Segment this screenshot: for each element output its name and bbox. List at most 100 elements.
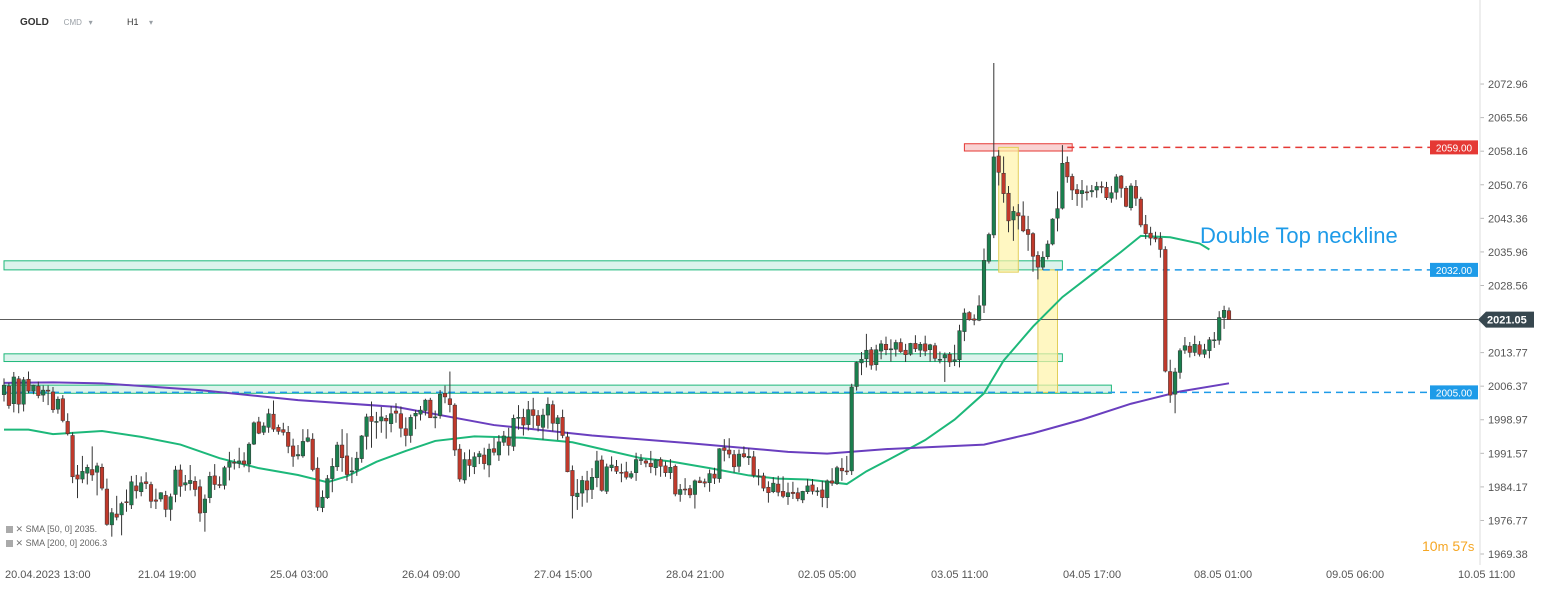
candle-body (702, 481, 707, 484)
countdown-seconds-unit: s (1467, 539, 1475, 554)
candle-body (604, 466, 609, 492)
candle-body (491, 448, 497, 453)
candle-body (928, 344, 933, 350)
close-icon[interactable]: ✕ (15, 538, 24, 548)
candle-body (825, 480, 830, 498)
candle-body (477, 453, 482, 458)
candle-body (785, 492, 791, 497)
candle-body (521, 417, 526, 426)
candle-body (222, 467, 227, 486)
candle-body (575, 492, 580, 497)
candle-body (1192, 344, 1197, 353)
symbol-selector[interactable]: GOLD CMD ▾ (20, 17, 93, 28)
candle-body (849, 386, 854, 472)
candle-body (227, 461, 232, 468)
candle-body (1128, 185, 1134, 208)
candle-body (261, 425, 266, 433)
candle-body (629, 473, 634, 478)
candle-body (952, 359, 957, 362)
candle-body (1050, 218, 1055, 245)
candle-body (6, 385, 11, 406)
candle-body (1006, 192, 1011, 222)
candle-body (942, 354, 947, 359)
level-badge (1430, 140, 1478, 155)
candle-body (408, 417, 413, 436)
candle-body (487, 448, 492, 466)
candle-body (1099, 186, 1104, 188)
candle-body (139, 482, 144, 493)
candle-body (771, 482, 776, 493)
candle-body (1089, 190, 1094, 193)
candle-body (619, 471, 624, 474)
candle-body (359, 435, 364, 459)
x-tick-label: 25.04 03:00 (270, 569, 328, 581)
x-tick-label: 09.05 06:00 (1326, 569, 1384, 581)
y-tick-label: 1976.77 (1488, 515, 1528, 527)
candle-body (751, 456, 756, 476)
candle-body (879, 343, 884, 352)
close-icon[interactable]: ✕ (15, 524, 24, 534)
candle-body (834, 467, 840, 484)
chevron-down-icon[interactable]: ▾ (149, 18, 154, 27)
level-badge (1430, 262, 1478, 277)
candle-body (903, 349, 908, 355)
candle-body (678, 489, 683, 495)
candle-body (795, 492, 800, 499)
candle-body (1079, 190, 1085, 194)
candle-body (320, 496, 325, 508)
candle-body (810, 484, 815, 492)
settings-icon[interactable] (6, 540, 13, 548)
candle-body (1173, 371, 1178, 395)
candle-body (286, 432, 291, 447)
candle-body (800, 491, 805, 501)
candle-body (540, 414, 546, 428)
candle-body (305, 437, 310, 442)
y-tick-label: 2058.16 (1488, 146, 1528, 158)
candle-body (658, 459, 663, 467)
candle-body (830, 480, 835, 484)
y-tick-label: 2065.56 (1488, 113, 1528, 125)
y-tick-label: 2050.76 (1488, 180, 1528, 192)
chevron-down-icon[interactable]: ▾ (88, 18, 93, 27)
candle-body (349, 470, 354, 473)
candle-body (570, 470, 575, 497)
candle-body (104, 488, 109, 525)
candle-body (790, 491, 795, 494)
x-tick-label: 10.05 11:00 (1458, 569, 1515, 581)
timeframe-selector[interactable]: H1 ▾ (127, 17, 153, 27)
candle-body (207, 476, 212, 498)
candle-body (687, 488, 693, 496)
sma200-line (3, 381, 1230, 455)
countdown-minutes: 10 (1422, 538, 1438, 554)
candle-body (80, 471, 85, 480)
candle-body (560, 417, 565, 436)
candle-body (854, 362, 859, 387)
candle-body (1016, 212, 1021, 217)
candle-body (266, 413, 271, 428)
candle-body (242, 460, 247, 465)
candle-body (60, 398, 65, 421)
timeframe-label: H1 (127, 17, 139, 27)
candle-body (1109, 192, 1114, 199)
candle-body (932, 345, 938, 359)
candle-body (310, 438, 315, 470)
current-price-label: 2021.05 (1487, 315, 1527, 327)
candle-body (766, 486, 771, 493)
candle-body (1, 384, 7, 395)
level-badge (1430, 385, 1478, 400)
settings-icon[interactable] (6, 526, 13, 534)
candle-body (991, 156, 996, 236)
candle-body (1119, 175, 1124, 189)
candle-body (1148, 232, 1153, 239)
candle-body (153, 499, 158, 502)
candle-body (761, 475, 766, 489)
candle-body (1070, 176, 1075, 191)
x-tick-label: 26.04 09:00 (402, 569, 460, 581)
symbol-type: CMD (63, 18, 82, 27)
candle-body (1104, 187, 1109, 198)
candle-body (295, 454, 301, 457)
candle-body (462, 459, 467, 481)
candle-body (741, 453, 746, 458)
candle-body (70, 435, 75, 478)
